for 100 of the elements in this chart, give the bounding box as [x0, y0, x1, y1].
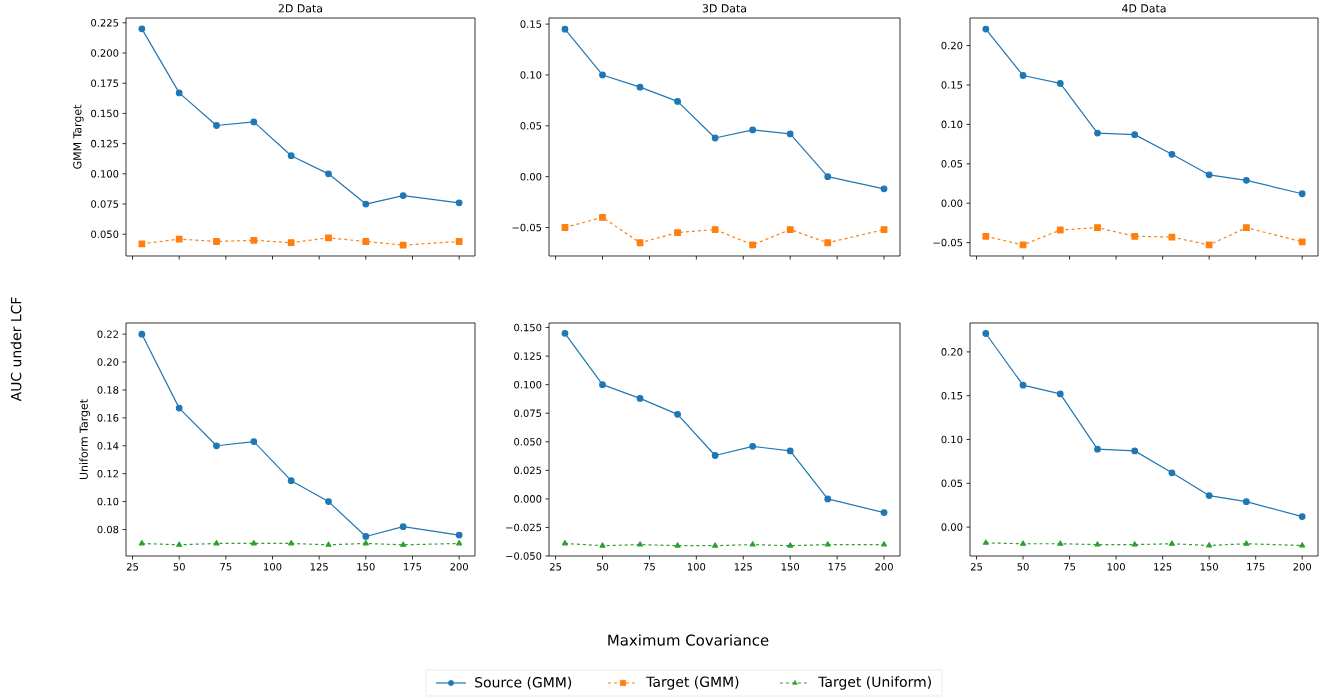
point — [1205, 171, 1213, 179]
x-tick-label: 125 — [1154, 563, 1172, 571]
x-tick-label: 175 — [404, 563, 422, 571]
point — [362, 540, 369, 546]
x-tick-label: 100 — [1107, 563, 1125, 571]
legend-label: Target (GMM) — [646, 676, 739, 690]
point — [288, 540, 295, 546]
point — [1056, 390, 1064, 398]
point — [175, 404, 183, 412]
point — [1019, 381, 1027, 389]
point — [1094, 129, 1101, 137]
y-tick-label: 0.15 — [941, 81, 963, 89]
point — [250, 118, 258, 126]
point — [176, 541, 183, 547]
point — [1168, 540, 1175, 546]
point — [325, 170, 332, 178]
point — [250, 438, 258, 445]
y-tick-label: 0.05 — [520, 122, 542, 130]
point — [250, 236, 258, 244]
point — [749, 126, 757, 134]
y-tick-label: 0.075 — [514, 409, 542, 417]
point — [824, 239, 832, 247]
point — [455, 238, 463, 245]
y-tick-label: 0.22 — [97, 330, 118, 338]
point — [1094, 541, 1101, 547]
text: AUC under LCF — [10, 297, 22, 402]
point — [362, 200, 370, 208]
x-tick-label: 100 — [264, 563, 282, 571]
point — [1243, 540, 1250, 546]
text: Maximum Covariance — [608, 634, 769, 646]
point — [749, 241, 757, 249]
x-tick-label: 75 — [643, 563, 655, 571]
y-tick-label: 0.225 — [91, 19, 119, 27]
x-tick-label: 200 — [875, 563, 893, 571]
point — [880, 185, 888, 193]
x-tick-label: 150 — [1200, 563, 1218, 571]
x-tick-label: 50 — [173, 563, 185, 571]
point — [362, 533, 370, 540]
point — [399, 523, 407, 531]
point — [636, 239, 644, 247]
y-tick-label: 0.150 — [514, 323, 542, 332]
point — [1298, 238, 1306, 246]
point — [1131, 541, 1138, 547]
point — [636, 394, 644, 402]
point — [1299, 542, 1306, 548]
x-tick-label: 200 — [1293, 563, 1312, 571]
point — [982, 232, 990, 240]
point — [599, 542, 606, 548]
y-tick-label: 0.025 — [514, 466, 542, 475]
y-tick-label: 0.14 — [97, 442, 119, 450]
point — [1094, 224, 1101, 232]
x-tick-label: 25 — [970, 563, 982, 571]
point — [325, 498, 332, 505]
point — [637, 541, 644, 547]
y-tick-label: 0.20 — [941, 348, 963, 356]
point — [455, 531, 463, 539]
point — [1020, 540, 1027, 546]
point — [711, 134, 719, 142]
point — [287, 152, 295, 160]
point — [786, 130, 794, 138]
point — [325, 234, 332, 242]
point — [175, 235, 183, 243]
point — [175, 89, 183, 97]
y-tick-label: 0.175 — [91, 79, 119, 87]
chart-title: 3D Data — [702, 4, 747, 13]
point — [399, 241, 407, 249]
point — [1242, 224, 1250, 232]
x-tick-label: 175 — [1247, 563, 1265, 571]
point — [561, 224, 569, 231]
point — [982, 25, 990, 33]
y-tick-label: 0.12 — [97, 469, 118, 478]
point — [1056, 226, 1064, 234]
y-axis-title: Uniform Target — [79, 399, 90, 480]
point — [1168, 469, 1176, 477]
point — [787, 542, 794, 548]
y-tick-label: −0.05 — [933, 238, 963, 247]
y-tick-label: 0.100 — [514, 380, 542, 389]
point — [138, 240, 146, 248]
point — [674, 97, 681, 105]
point — [674, 542, 681, 548]
y-tick-label: 0.10 — [941, 120, 963, 129]
y-tick-label: −0.050 — [506, 552, 542, 560]
point — [1168, 150, 1176, 158]
x-tick-label: 50 — [1017, 563, 1029, 571]
y-tick-label: 0.15 — [520, 20, 542, 28]
point — [636, 83, 644, 91]
point — [674, 410, 681, 418]
point — [1057, 540, 1064, 546]
point — [880, 226, 888, 233]
point — [1168, 233, 1176, 241]
y-tick-label: 0.10 — [520, 71, 542, 79]
y-tick-label: 0.100 — [91, 170, 119, 178]
point — [1019, 241, 1027, 249]
x-tick-label: 150 — [357, 563, 375, 571]
x-tick-label: 175 — [828, 563, 846, 571]
point — [399, 192, 407, 199]
y-tick-label: 0.20 — [97, 358, 119, 366]
y-tick-label: 0.10 — [97, 497, 119, 506]
y-tick-label: −0.025 — [506, 523, 542, 532]
y-tick-label: 0.00 — [941, 199, 963, 207]
